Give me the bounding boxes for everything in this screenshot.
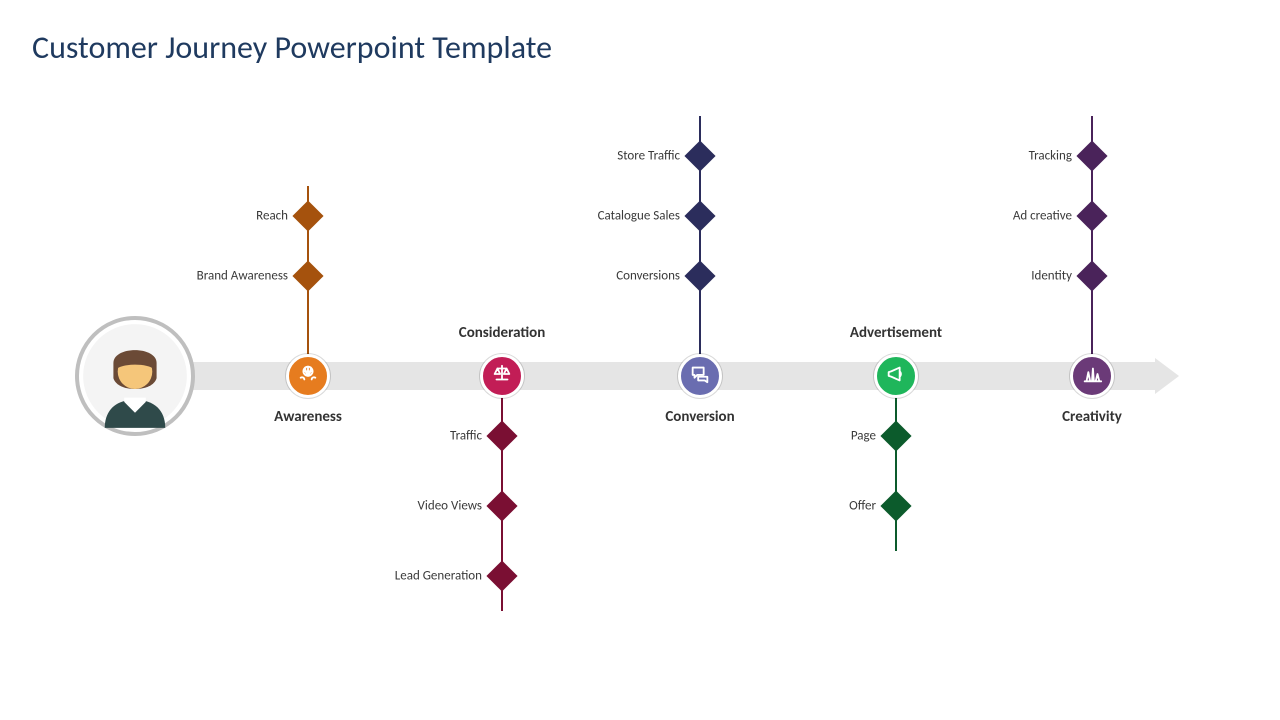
awareness-node: [286, 354, 330, 398]
advertisement-item-label: Page: [851, 429, 876, 444]
creativity-item-label: Tracking: [1029, 149, 1072, 164]
advertisement-label: Advertisement: [850, 324, 942, 342]
advertisement-line: [895, 394, 897, 551]
conversion-diamond: [684, 200, 715, 231]
conversion-diamond: [684, 140, 715, 171]
timeline-arrowhead: [1155, 358, 1179, 394]
creativity-diamond: [1076, 140, 1107, 171]
brushes-icon: [1081, 363, 1103, 390]
awareness-diamond: [292, 200, 323, 231]
megaphone-icon: [885, 363, 907, 390]
advertisement-diamond: [880, 490, 911, 521]
creativity-diamond: [1076, 260, 1107, 291]
consideration-item-label: Lead Generation: [395, 569, 482, 584]
conversion-item-label: Conversions: [616, 269, 680, 284]
awareness-diamond: [292, 260, 323, 291]
journey-canvas: Reach Brand Awareness Awareness Traffic Vide…: [0, 0, 1280, 720]
scales-icon: [491, 363, 513, 390]
conversion-item-label: Store Traffic: [617, 149, 680, 164]
conversion-node: [678, 354, 722, 398]
conversion-item-label: Catalogue Sales: [598, 209, 680, 224]
consideration-node: [480, 354, 524, 398]
consideration-item-label: Video Views: [418, 499, 482, 514]
creativity-label: Creativity: [1062, 408, 1122, 426]
advertisement-node: [874, 354, 918, 398]
consideration-label: Consideration: [459, 324, 545, 342]
chat-icon: [689, 363, 711, 390]
advertisement-item-label: Offer: [849, 499, 876, 514]
conversion-label: Conversion: [665, 408, 734, 426]
consideration-diamond: [486, 560, 517, 591]
awareness-item-label: Reach: [256, 209, 288, 224]
consideration-diamond: [486, 420, 517, 451]
globe-hands-icon: [297, 363, 319, 390]
conversion-diamond: [684, 260, 715, 291]
creativity-item-label: Ad creative: [1013, 209, 1072, 224]
creativity-diamond: [1076, 200, 1107, 231]
persona-icon: [81, 322, 189, 430]
advertisement-diamond: [880, 420, 911, 451]
consideration-item-label: Traffic: [450, 429, 482, 444]
creativity-node: [1070, 354, 1114, 398]
awareness-item-label: Brand Awareness: [197, 269, 288, 284]
creativity-item-label: Identity: [1031, 269, 1072, 284]
consideration-diamond: [486, 490, 517, 521]
persona-avatar: [75, 316, 195, 436]
awareness-label: Awareness: [274, 408, 342, 426]
